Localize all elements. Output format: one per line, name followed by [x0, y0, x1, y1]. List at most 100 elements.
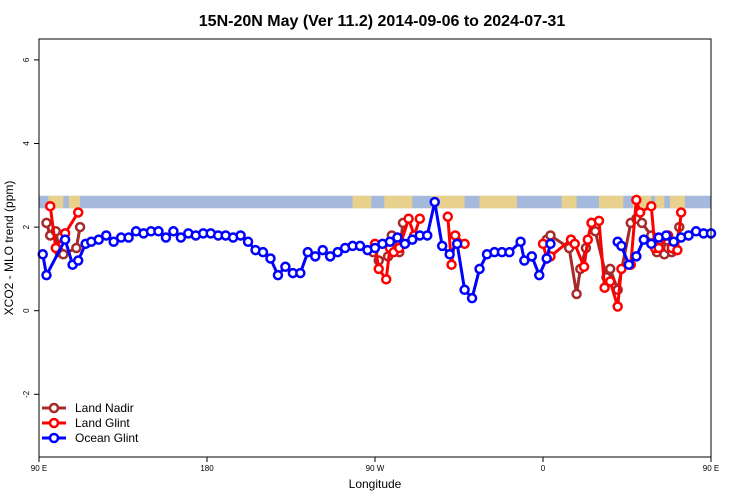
- data-point-ocean-glint: [272, 269, 284, 281]
- data-point-land-nadir: [41, 217, 52, 229]
- data-point-ocean-glint: [631, 251, 642, 262]
- legend-item-land-nadir: Land Nadir: [42, 401, 134, 415]
- series-ocean-glint: [37, 196, 717, 304]
- y-tick-label: 6: [22, 57, 31, 62]
- data-point-ocean-glint: [451, 238, 463, 250]
- data-point-ocean-glint: [474, 263, 485, 275]
- data-point-ocean-glint: [37, 249, 48, 260]
- data-point-land-nadir: [636, 217, 648, 229]
- land-ocean-band: [39, 195, 711, 209]
- data-point-ocean-glint: [235, 230, 246, 241]
- data-point-land-glint: [612, 301, 623, 312]
- x-tick-label: 90 E: [31, 464, 47, 473]
- data-point-ocean-glint: [534, 269, 545, 281]
- data-point-land-nadir: [571, 288, 582, 300]
- data-point-ocean-glint: [108, 236, 119, 247]
- data-point-land-glint: [380, 274, 392, 285]
- data-point-land-glint: [646, 200, 657, 212]
- data-point-ocean-glint: [646, 238, 657, 250]
- data-point-ocean-glint: [302, 246, 314, 258]
- legend-item-land-glint: Land Glint: [42, 416, 130, 430]
- data-point-ocean-glint: [466, 292, 478, 304]
- data-point-ocean-glint: [515, 236, 526, 247]
- data-point-ocean-glint: [317, 244, 328, 256]
- data-point-ocean-glint: [369, 242, 381, 254]
- data-point-ocean-glint: [399, 238, 411, 250]
- data-point-ocean-glint: [100, 230, 112, 241]
- legend-label: Land Glint: [75, 416, 130, 430]
- data-point-ocean-glint: [623, 259, 635, 270]
- x-axis-label: Longitude: [349, 477, 402, 491]
- x-tick-label: 90 E: [703, 464, 719, 473]
- data-point-land-glint: [604, 276, 616, 287]
- data-point-land-nadir: [604, 263, 616, 275]
- data-point-ocean-glint: [332, 246, 343, 258]
- legend-label: Ocean Glint: [75, 431, 139, 445]
- data-point-land-glint: [616, 263, 627, 275]
- data-point-ocean-glint: [280, 261, 291, 273]
- data-point-ocean-glint: [295, 267, 306, 279]
- legend-marker: [48, 402, 60, 414]
- data-point-land-glint: [593, 215, 605, 227]
- data-point-ocean-glint: [616, 240, 627, 252]
- data-point-land-glint: [599, 282, 610, 293]
- data-point-ocean-glint: [668, 236, 679, 247]
- data-point-ocean-glint: [242, 236, 254, 247]
- y-tick-label: 0: [22, 308, 31, 313]
- land-band-segment: [655, 195, 665, 209]
- data-point-ocean-glint: [354, 240, 366, 252]
- legend-item-ocean-glint: Ocean Glint: [42, 431, 139, 445]
- data-point-land-glint: [373, 263, 384, 275]
- data-point-ocean-glint: [310, 251, 321, 262]
- data-point-land-glint: [442, 211, 454, 222]
- legend-marker: [48, 417, 60, 429]
- data-point-land-glint: [403, 213, 414, 224]
- plot-frame: [38, 38, 712, 458]
- data-point-land-glint: [578, 261, 590, 273]
- data-point-land-glint: [44, 200, 56, 212]
- land-band-segment: [561, 195, 577, 209]
- data-point-land-nadir: [58, 249, 69, 260]
- data-point-ocean-glint: [123, 232, 134, 243]
- land-band-segment: [68, 195, 81, 209]
- data-point-land-nadir: [590, 226, 601, 237]
- data-point-land-glint: [72, 207, 84, 218]
- x-tick-label: 90 W: [366, 464, 385, 473]
- data-point-ocean-glint: [660, 230, 672, 241]
- ocean-band: [39, 195, 711, 209]
- data-point-ocean-glint: [683, 230, 694, 241]
- legend-label: Land Nadir: [75, 401, 134, 415]
- chart-title: 15N-20N May (Ver 11.2) 2014-09-06 to 202…: [199, 13, 566, 30]
- land-band-segment: [599, 195, 624, 209]
- data-point-ocean-glint: [93, 234, 104, 245]
- data-point-ocean-glint: [59, 234, 71, 245]
- data-point-ocean-glint: [429, 196, 440, 208]
- data-point-ocean-glint: [638, 234, 650, 245]
- x-tick-label: 180: [200, 464, 214, 473]
- data-point-ocean-glint: [407, 234, 418, 245]
- legend-marker: [48, 432, 60, 444]
- y-tick-label: 2: [22, 224, 31, 229]
- axes: 90 E 180 90 W 0 90 E -2 0 2 4 6: [22, 57, 719, 473]
- data-point-ocean-glint: [384, 236, 396, 247]
- data-point-ocean-glint: [545, 238, 556, 250]
- data-point-ocean-glint: [168, 226, 179, 237]
- data-point-land-nadir: [74, 221, 86, 233]
- data-point-ocean-glint: [324, 251, 336, 262]
- land-band-segment: [479, 195, 517, 209]
- series-layer: [37, 194, 717, 312]
- data-point-land-glint: [653, 242, 664, 254]
- land-band-segment: [384, 195, 413, 209]
- data-point-ocean-glint: [153, 226, 164, 237]
- land-band-segment: [669, 195, 685, 209]
- data-point-land-nadir: [545, 230, 556, 241]
- data-point-land-glint: [446, 259, 457, 270]
- data-point-ocean-glint: [422, 230, 433, 241]
- data-point-ocean-glint: [175, 232, 187, 243]
- data-point-land-glint: [414, 213, 426, 224]
- data-point-land-glint: [450, 230, 461, 241]
- data-point-ocean-glint: [392, 232, 403, 243]
- data-point-ocean-glint: [257, 246, 269, 258]
